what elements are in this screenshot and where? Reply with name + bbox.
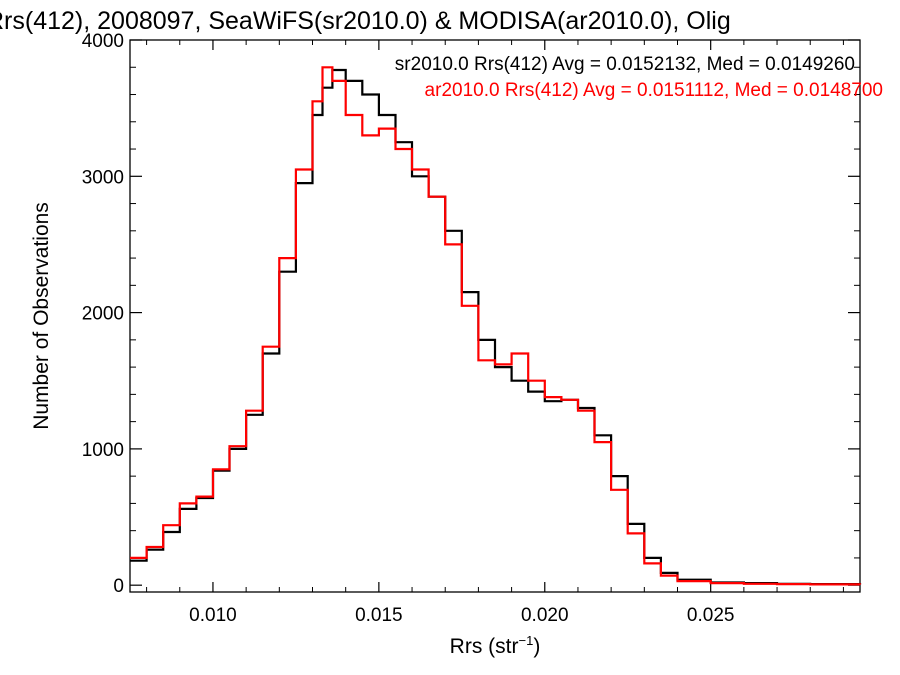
y-tick-label: 4000 [82,31,124,52]
x-tick-label: 0.010 [189,605,237,626]
series-group [130,66,862,586]
x-axis-label-suffix: ) [533,635,540,658]
legend-entry-ar2010: ar2010.0 Rrs(412) Avg = 0.0151112, Med =… [425,80,883,101]
x-tick-label: 0.025 [687,605,735,626]
y-tick-label: 1000 [82,440,124,461]
series-line-ar2010.0 [130,66,862,586]
x-axis-label: Rrs (str−1) [450,633,541,658]
legend-entry-sr2010: sr2010.0 Rrs(412) Avg = 0.0152132, Med =… [395,54,855,75]
y-axis-label: Number of Observations [30,202,53,430]
chart-title: Rrs(412), 2008097, SeaWiFS(sr2010.0) & M… [0,7,731,35]
y-tick-label: 3000 [82,167,124,188]
axis-ticks: 0.010 0.015 0.020 0.025 0 1000 2000 3000 4000 [82,31,860,626]
y-tick-label: 2000 [82,304,124,325]
x-tick-label: 0.015 [355,605,403,626]
x-axis-label-main: Rrs (str [450,635,519,658]
plot-frame [129,39,861,593]
series-line-sr2010.0 [130,68,862,586]
x-tick-label: 0.020 [521,605,569,626]
y-tick-label: 0 [113,576,124,597]
x-axis-label-sup: −1 [519,633,534,648]
